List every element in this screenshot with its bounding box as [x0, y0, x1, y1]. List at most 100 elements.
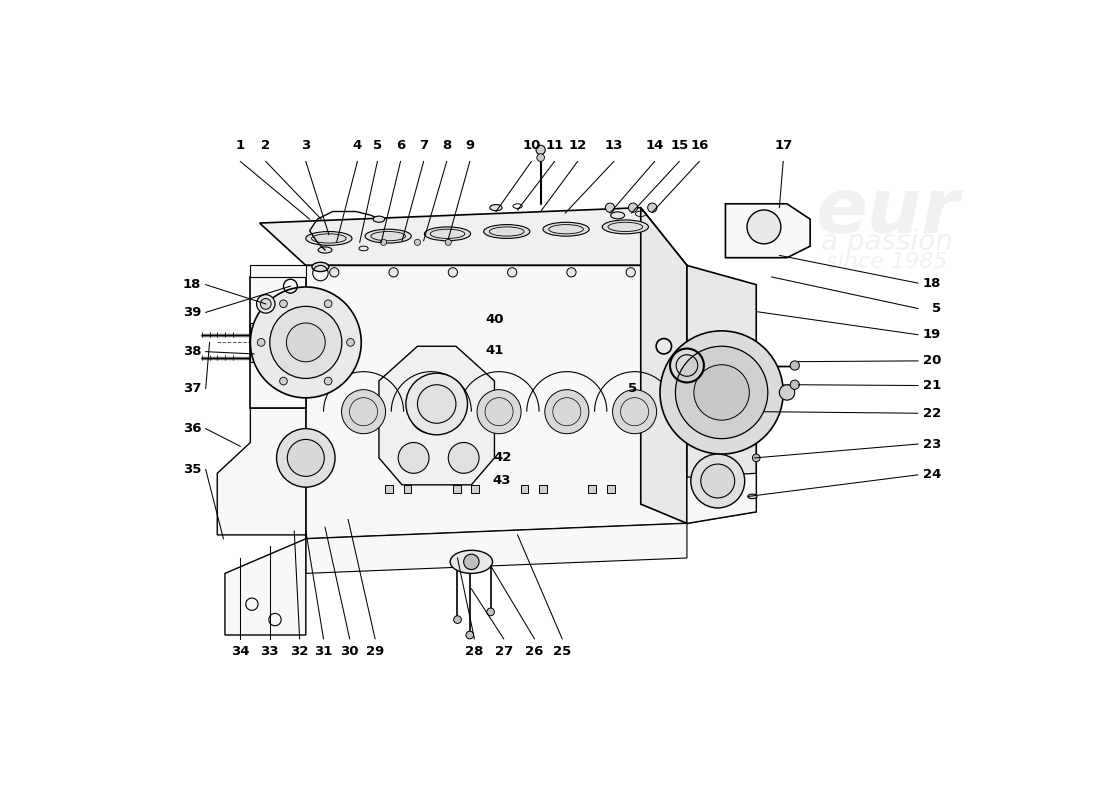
Circle shape [566, 268, 576, 277]
Bar [385, 485, 393, 493]
Bar [588, 485, 596, 493]
Text: 32: 32 [290, 645, 309, 658]
Circle shape [389, 268, 398, 277]
Polygon shape [260, 208, 686, 266]
Circle shape [446, 239, 451, 246]
Circle shape [270, 306, 342, 378]
Circle shape [341, 390, 386, 434]
Text: 27: 27 [495, 645, 513, 658]
Text: 1: 1 [235, 139, 245, 152]
Ellipse shape [373, 216, 385, 222]
Ellipse shape [306, 231, 352, 246]
Text: 15: 15 [670, 139, 689, 152]
Circle shape [346, 338, 354, 346]
Ellipse shape [490, 205, 503, 210]
Text: 30: 30 [340, 645, 359, 658]
Text: since 1985: since 1985 [826, 251, 948, 271]
Circle shape [477, 390, 521, 434]
Text: 22: 22 [923, 406, 942, 420]
Circle shape [324, 378, 332, 385]
Bar [539, 485, 547, 493]
Text: 5: 5 [932, 302, 942, 315]
Circle shape [544, 390, 588, 434]
Circle shape [537, 154, 544, 162]
Ellipse shape [603, 220, 649, 234]
Text: eur: eur [815, 174, 959, 249]
Circle shape [453, 616, 461, 623]
Circle shape [261, 298, 271, 310]
Text: 4: 4 [353, 139, 362, 152]
Circle shape [398, 442, 429, 474]
Text: 36: 36 [183, 422, 201, 435]
Circle shape [790, 361, 800, 370]
Text: 11: 11 [546, 139, 563, 152]
Text: 7: 7 [419, 139, 428, 152]
Text: 28: 28 [465, 645, 484, 658]
Text: 16: 16 [690, 139, 708, 152]
Text: 34: 34 [231, 645, 250, 658]
Ellipse shape [312, 262, 329, 271]
Text: 13: 13 [605, 139, 623, 152]
Text: 23: 23 [923, 438, 942, 450]
Text: 9: 9 [465, 139, 474, 152]
Text: 29: 29 [366, 645, 384, 658]
Circle shape [675, 346, 768, 438]
Text: a passion: a passion [822, 228, 953, 256]
Circle shape [286, 323, 326, 362]
Circle shape [752, 454, 760, 462]
Text: since 1985: since 1985 [404, 500, 631, 542]
Text: 40: 40 [485, 313, 504, 326]
Polygon shape [251, 266, 306, 277]
Text: 38: 38 [183, 345, 201, 358]
Polygon shape [306, 523, 686, 574]
Bar [404, 485, 411, 493]
Text: 35: 35 [183, 463, 201, 476]
Text: 3: 3 [301, 139, 310, 152]
Text: 19: 19 [923, 328, 942, 341]
Circle shape [251, 287, 361, 398]
Bar [607, 485, 615, 493]
Circle shape [418, 385, 455, 423]
Text: 25: 25 [553, 645, 571, 658]
Circle shape [660, 331, 783, 454]
Polygon shape [306, 266, 686, 538]
Text: a passion: a passion [393, 462, 642, 514]
Circle shape [257, 338, 265, 346]
Circle shape [747, 210, 781, 244]
Text: 10: 10 [522, 139, 540, 152]
Text: 20: 20 [923, 354, 942, 367]
Circle shape [276, 429, 336, 487]
Polygon shape [686, 266, 757, 523]
Polygon shape [378, 346, 495, 485]
Circle shape [409, 390, 453, 434]
Text: 8: 8 [442, 139, 451, 152]
Circle shape [464, 554, 480, 570]
Circle shape [694, 365, 749, 420]
Circle shape [486, 608, 495, 616]
Text: 5: 5 [628, 382, 638, 395]
Ellipse shape [450, 550, 493, 574]
Ellipse shape [425, 227, 471, 241]
Text: 18: 18 [923, 277, 942, 290]
Polygon shape [251, 323, 306, 362]
Text: 6: 6 [396, 139, 405, 152]
Circle shape [287, 439, 324, 476]
Bar [453, 485, 461, 493]
Polygon shape [224, 538, 306, 635]
Circle shape [779, 385, 795, 400]
Text: 31: 31 [315, 645, 332, 658]
Ellipse shape [610, 212, 625, 219]
Text: 26: 26 [526, 645, 543, 658]
Text: eur: eur [343, 353, 630, 502]
Text: 14: 14 [646, 139, 663, 152]
Circle shape [648, 203, 657, 212]
Circle shape [406, 373, 468, 435]
Circle shape [626, 268, 636, 277]
Polygon shape [640, 208, 686, 523]
Ellipse shape [318, 247, 332, 253]
Polygon shape [686, 474, 757, 523]
Bar [472, 485, 480, 493]
Circle shape [691, 454, 745, 508]
Text: 42: 42 [493, 451, 512, 464]
Circle shape [701, 464, 735, 498]
